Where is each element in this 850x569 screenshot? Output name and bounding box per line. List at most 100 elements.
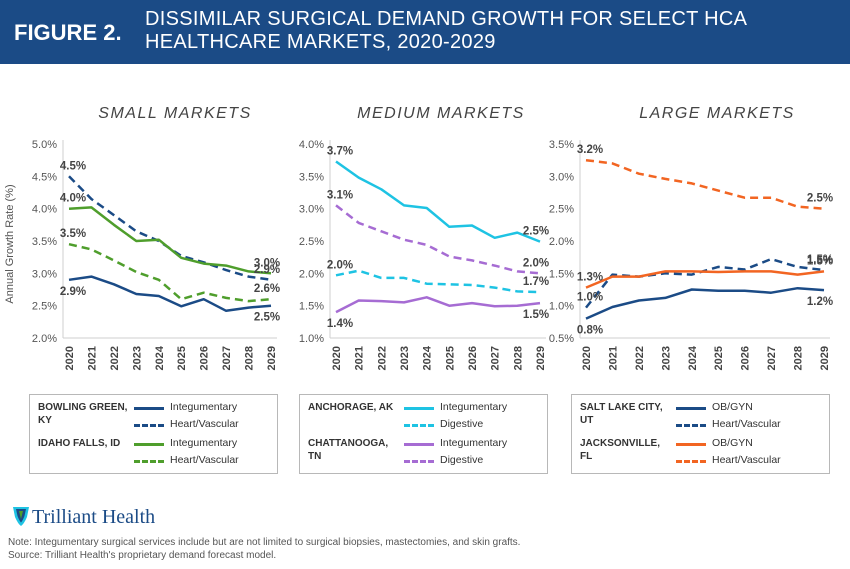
y-tick-label: 4.5%: [32, 171, 57, 183]
series-line-small-markets-2: [68, 206, 272, 275]
logo-shield-icon: [13, 507, 29, 526]
legend-label: OB/GYN: [712, 437, 753, 449]
legend-label: Integumentary: [440, 401, 508, 413]
x-tick-label: 2026: [467, 346, 479, 370]
legend-item: Heart/Vascular: [676, 418, 836, 432]
legend-market-name: SALT LAKE CITY, UT: [580, 402, 663, 426]
legend-market-name: BOWLING GREEN, KY: [38, 402, 128, 426]
y-tick-label: 1.0%: [549, 301, 574, 313]
legend-item: Digestive: [404, 418, 564, 432]
legend-swatch: [404, 443, 434, 446]
x-tick-label: 2028: [512, 346, 524, 370]
legend-swatch: [676, 443, 706, 446]
x-tick-label: 2020: [331, 346, 343, 370]
y-tick-label: 3.0%: [32, 268, 57, 280]
legend-swatch: [134, 460, 164, 463]
x-tick-label: 2024: [154, 345, 166, 370]
legend-item: OB/GYN: [676, 437, 836, 451]
data-label: 4.5%: [60, 160, 86, 172]
y-axis-title: Annual Growth Rate (%): [4, 184, 16, 303]
legend-label: Integumentary: [440, 437, 508, 449]
series-line-medium-markets-3: [335, 204, 541, 275]
x-tick-label: 2023: [131, 346, 143, 370]
y-tick-label: 4.0%: [299, 139, 324, 151]
data-label: 2.0%: [523, 257, 549, 269]
x-tick-label: 2023: [399, 346, 411, 370]
series-line-small-markets-1: [68, 175, 272, 282]
x-tick-label: 2027: [490, 346, 502, 370]
legend-label: Heart/Vascular: [170, 418, 239, 430]
legend-swatch: [404, 424, 434, 427]
panel-title-small-markets: SMALL MARKETS: [98, 105, 251, 122]
y-tick-label: 2.5%: [549, 204, 574, 216]
legend-market-name: JACKSONVILLE, FL: [580, 438, 661, 462]
logo-text: Trilliant Health: [32, 506, 156, 528]
legend-swatch: [404, 407, 434, 410]
data-label: 3.0%: [254, 257, 280, 269]
figure-label: FIGURE 2.: [14, 20, 122, 45]
y-tick-label: 3.5%: [549, 139, 574, 151]
figure-title: DISSIMILAR SURGICAL DEMAND GROWTH FOR SE…: [145, 8, 747, 53]
x-tick-label: 2026: [199, 346, 211, 370]
legend-swatch: [134, 407, 164, 410]
y-tick-label: 3.0%: [299, 204, 324, 216]
legend-item: Integumentary: [404, 437, 564, 451]
data-label: 1.5%: [807, 254, 833, 266]
data-label: 1.5%: [523, 309, 549, 321]
legend-swatch: [676, 407, 706, 410]
y-tick-label: 1.0%: [299, 333, 324, 345]
data-label: 1.7%: [523, 276, 549, 288]
y-tick-label: 1.5%: [549, 268, 574, 280]
legend-label: Heart/Vascular: [170, 454, 239, 466]
legend-item: Heart/Vascular: [134, 454, 294, 468]
trilliant-logo: Trilliant Health: [12, 502, 212, 528]
x-tick-label: 2021: [354, 346, 366, 370]
legend-swatch: [676, 460, 706, 463]
y-tick-label: 3.5%: [32, 236, 57, 248]
legend-label: Integumentary: [170, 437, 238, 449]
data-label: 2.9%: [254, 264, 280, 276]
data-label: 1.5%: [807, 255, 833, 267]
legend-item: Integumentary: [134, 401, 294, 415]
footnote: Note: Integumentary surgical services in…: [8, 537, 520, 562]
data-label: 2.9%: [60, 286, 86, 298]
legend-item: Integumentary: [134, 437, 294, 451]
legend-large-markets: SALT LAKE CITY, UT OB/GYN Heart/Vascular JA…: [571, 394, 830, 474]
data-label: 1.4%: [327, 318, 353, 330]
legend-small-markets: BOWLING GREEN, KY Integumentary Heart/Vasc…: [29, 394, 278, 474]
data-label: 1.3%: [577, 272, 603, 284]
data-label: 3.1%: [327, 189, 353, 201]
x-tick-label: 2023: [660, 346, 672, 370]
legend-label: Integumentary: [170, 401, 238, 413]
legend-item: Integumentary: [404, 401, 564, 415]
x-tick-label: 2022: [376, 346, 388, 370]
data-label: 2.0%: [327, 259, 353, 271]
legend-label: Heart/Vascular: [712, 418, 781, 430]
note-text: Note: Integumentary surgical services in…: [8, 537, 521, 548]
x-tick-label: 2029: [819, 346, 831, 370]
x-tick-label: 2024: [422, 345, 434, 370]
x-tick-label: 2022: [109, 346, 121, 370]
series-line-medium-markets-2: [335, 296, 541, 314]
data-label: 2.5%: [254, 312, 280, 324]
series-line-large-markets-1: [585, 257, 825, 309]
series-line-small-markets-0: [68, 275, 272, 313]
y-tick-label: 2.0%: [299, 268, 324, 280]
data-label: 3.2%: [577, 144, 603, 156]
x-tick-label: 2027: [766, 346, 778, 370]
data-label: 1.2%: [807, 296, 833, 308]
legend-label: Digestive: [440, 454, 484, 466]
source-text: Source: Trilliant Health's proprietary d…: [8, 549, 277, 561]
series-line-large-markets-0: [585, 286, 825, 320]
legend-label: Heart/Vascular: [712, 454, 781, 466]
legend-swatch: [404, 460, 434, 463]
x-tick-label: 2026: [740, 346, 752, 370]
x-tick-label: 2025: [713, 346, 725, 370]
x-tick-label: 2022: [634, 346, 646, 370]
data-label: 2.5%: [523, 226, 549, 238]
x-tick-label: 2029: [266, 346, 278, 370]
data-label: 3.5%: [60, 228, 86, 240]
series-line-large-markets-2: [585, 270, 825, 289]
data-label: 4.0%: [60, 193, 86, 205]
data-label: 3.7%: [327, 145, 353, 157]
